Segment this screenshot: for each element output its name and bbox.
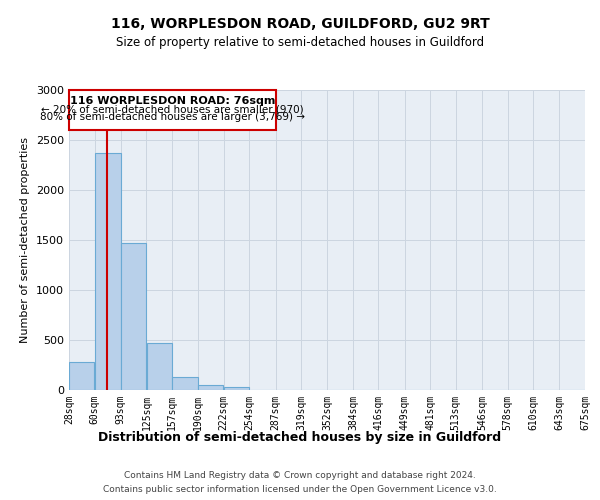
Bar <box>95 153 121 390</box>
Bar <box>199 384 223 390</box>
Bar <box>172 377 198 390</box>
Text: 80% of semi-detached houses are larger (3,769) →: 80% of semi-detached houses are larger (… <box>40 112 305 122</box>
Bar <box>121 243 146 390</box>
Bar <box>224 387 249 390</box>
Text: Size of property relative to semi-detached houses in Guildford: Size of property relative to semi-detach… <box>116 36 484 49</box>
Bar <box>146 343 172 390</box>
FancyBboxPatch shape <box>69 90 275 130</box>
Text: 116, WORPLESDON ROAD, GUILDFORD, GU2 9RT: 116, WORPLESDON ROAD, GUILDFORD, GU2 9RT <box>110 18 490 32</box>
Text: ← 20% of semi-detached houses are smaller (970): ← 20% of semi-detached houses are smalle… <box>41 104 304 114</box>
Text: Contains public sector information licensed under the Open Government Licence v3: Contains public sector information licen… <box>103 484 497 494</box>
Bar <box>69 362 94 390</box>
Text: 116 WORPLESDON ROAD: 76sqm: 116 WORPLESDON ROAD: 76sqm <box>70 96 275 106</box>
Y-axis label: Number of semi-detached properties: Number of semi-detached properties <box>20 137 31 343</box>
Text: Contains HM Land Registry data © Crown copyright and database right 2024.: Contains HM Land Registry data © Crown c… <box>124 472 476 480</box>
Text: Distribution of semi-detached houses by size in Guildford: Distribution of semi-detached houses by … <box>98 431 502 444</box>
